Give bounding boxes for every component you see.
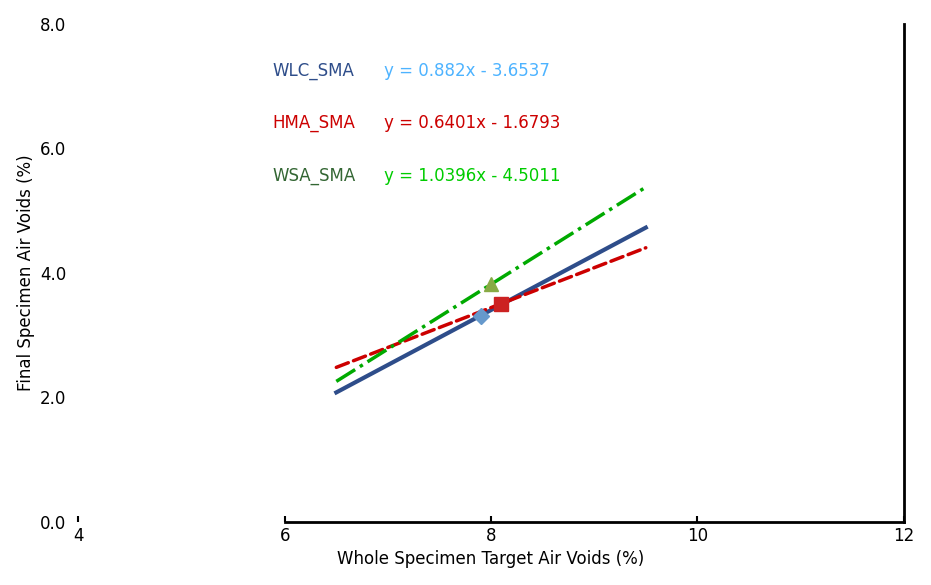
- Text: y = 0.6401x - 1.6793: y = 0.6401x - 1.6793: [384, 114, 560, 132]
- Y-axis label: Final Specimen Air Voids (%): Final Specimen Air Voids (%): [17, 154, 34, 391]
- Text: y = 0.882x - 3.6537: y = 0.882x - 3.6537: [384, 62, 549, 80]
- X-axis label: Whole Specimen Target Air Voids (%): Whole Specimen Target Air Voids (%): [337, 550, 644, 569]
- Text: WLC_SMA: WLC_SMA: [273, 62, 354, 80]
- Text: y = 1.0396x - 4.5011: y = 1.0396x - 4.5011: [384, 167, 560, 185]
- Text: HMA_SMA: HMA_SMA: [273, 114, 356, 132]
- Text: WSA_SMA: WSA_SMA: [273, 167, 356, 185]
